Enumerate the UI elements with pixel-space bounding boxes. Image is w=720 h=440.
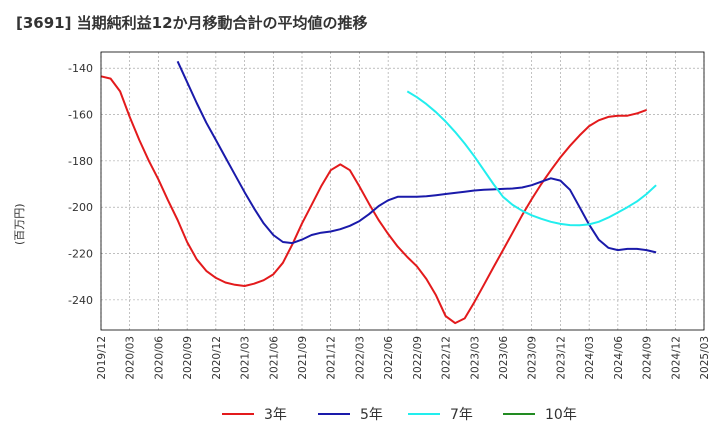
x-tick-label: 2023/12 — [555, 336, 567, 380]
x-tick-label: 2020/06 — [153, 336, 165, 380]
x-tick-label: 2023/09 — [527, 336, 539, 380]
series-line-3年 — [100, 75, 647, 325]
x-tick-label: 2024/12 — [670, 336, 682, 380]
y-tick-label: -140 — [68, 62, 93, 75]
x-tick-label: 2022/03 — [354, 336, 366, 380]
x-tick-label: 2024/03 — [584, 336, 596, 380]
chart-title: [3691] 当期純利益12か月移動合計の平均値の推移 — [16, 14, 368, 32]
legend-label-5年: 5年 — [360, 407, 383, 423]
x-tick-label: 2024/09 — [642, 336, 654, 380]
x-tick-label: 2020/12 — [211, 336, 223, 380]
y-tick-label: -240 — [68, 294, 93, 307]
x-tick-label: 2021/03 — [240, 336, 252, 380]
x-tick-label: 2024/06 — [613, 336, 625, 380]
x-tick-label: 2021/06 — [268, 336, 280, 380]
series-layer — [100, 60, 657, 325]
x-tick-label: 2019/12 — [96, 336, 108, 380]
y-tick-label: -200 — [68, 201, 93, 214]
y-tick-label: -160 — [68, 109, 93, 122]
x-tick-label: 2025/03 — [699, 336, 711, 380]
y-tick-labels: -140 -160 -180 -200 -220 -240 — [68, 62, 93, 307]
x-tick-label: 2020/03 — [125, 336, 137, 380]
legend-label-7年: 7年 — [450, 407, 473, 423]
legend-label-3年: 3年 — [264, 407, 287, 423]
x-tick-label: 2022/12 — [441, 336, 453, 380]
x-tick-label: 2023/03 — [469, 336, 481, 380]
series-line-5年 — [176, 60, 657, 254]
x-tick-label: 2023/06 — [498, 336, 510, 380]
x-tick-label: 2020/09 — [182, 336, 194, 380]
legend: 3年 5年 7年 10年 — [222, 407, 577, 423]
series-line-7年 — [406, 90, 657, 227]
x-tick-label: 2022/09 — [412, 336, 424, 380]
x-tick-labels: 2019/12 2020/03 2020/06 2020/09 2020/12 2021/… — [96, 336, 711, 380]
x-tick-label: 2021/09 — [297, 336, 309, 380]
x-tick-label: 2021/12 — [326, 336, 338, 380]
y-tick-label: -220 — [68, 248, 93, 261]
x-tick-label: 2022/06 — [383, 336, 395, 380]
plot-area-frame — [100, 51, 705, 331]
legend-label-10年: 10年 — [545, 407, 577, 423]
y-tick-label: -180 — [68, 155, 93, 168]
